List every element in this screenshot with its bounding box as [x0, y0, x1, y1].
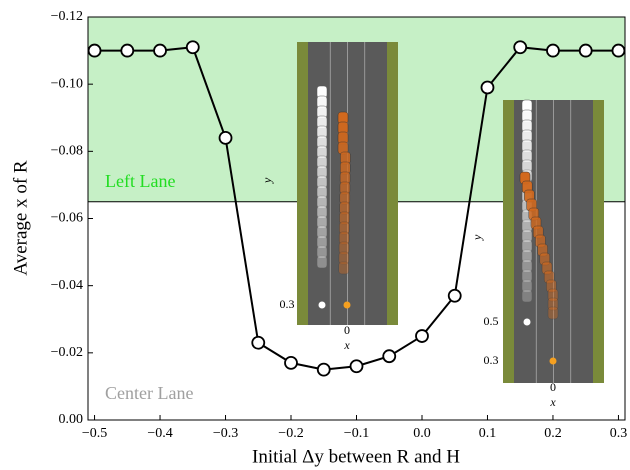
y-tick-label: −0.04: [51, 278, 83, 293]
inset-y-tick: 0.3: [484, 353, 499, 367]
point: [285, 357, 297, 369]
point: [416, 330, 428, 342]
point: [481, 82, 493, 94]
inset-y-tick: 0.3: [280, 297, 295, 311]
point: [318, 364, 330, 376]
x-tick-label: 0.2: [544, 426, 562, 441]
point: [252, 337, 264, 349]
chart: Left Lane Center Lane Initial Δy between…: [0, 0, 630, 470]
x-tick-label: −0.2: [278, 426, 303, 441]
x-tick-label: −0.3: [213, 426, 238, 441]
inset-y-tick: 0.5: [484, 314, 499, 328]
inset-y-label: y: [470, 234, 484, 241]
x-tick-label: −0.1: [344, 426, 369, 441]
inset-marker: [550, 358, 557, 365]
region-label: Left Lane: [105, 171, 175, 191]
inset-x-tick: 0: [550, 380, 556, 394]
inset-marker: [319, 302, 326, 309]
inset-x-label: x: [343, 338, 350, 352]
y-axis-label: Average x of R: [10, 160, 31, 276]
point: [514, 41, 526, 53]
y-tick-label: −0.08: [51, 144, 83, 159]
inset-marker: [344, 302, 351, 309]
x-tick-label: 0.3: [610, 426, 628, 441]
annotation: Center Lane: [105, 383, 193, 403]
inset-car: [522, 290, 532, 302]
y-tick-label: −0.10: [51, 76, 83, 91]
point: [89, 45, 101, 57]
point: [351, 360, 363, 372]
point: [220, 132, 232, 144]
point: [449, 290, 461, 302]
inset-x-tick: 0: [344, 323, 350, 337]
point: [383, 350, 395, 362]
inset-car: [548, 307, 558, 319]
x-tick-label: −0.4: [147, 426, 172, 441]
y-tick-label: −0.06: [51, 211, 83, 226]
point: [580, 45, 592, 57]
point: [187, 41, 199, 53]
y-tick-label: −0.02: [51, 345, 83, 360]
y-tick-label: −0.12: [51, 9, 83, 24]
x-tick-label: 0.0: [413, 426, 431, 441]
x-axis-label: Initial Δy between R and H: [252, 446, 460, 467]
inset-y-label: y: [260, 177, 274, 184]
y-tick-label: 0.00: [59, 412, 84, 427]
inset-car: [317, 256, 327, 268]
point: [154, 45, 166, 57]
inset-car: [339, 262, 349, 274]
point: [547, 45, 559, 57]
x-tick-label: 0.1: [479, 426, 497, 441]
inset-x-label: x: [549, 395, 556, 409]
inset-marker: [524, 319, 531, 326]
point: [121, 45, 133, 57]
point: [612, 45, 624, 57]
x-tick-label: −0.5: [82, 426, 107, 441]
